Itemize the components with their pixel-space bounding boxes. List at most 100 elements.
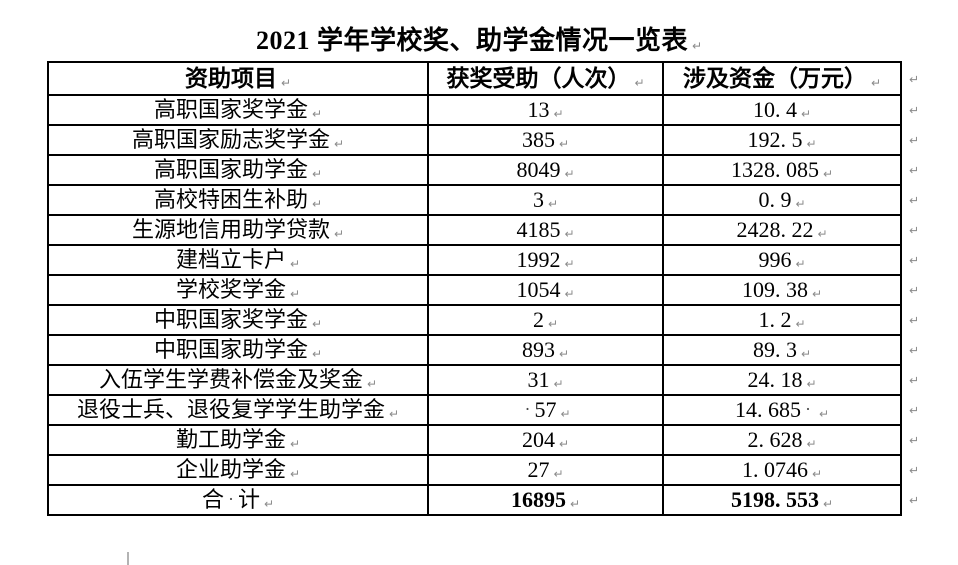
table-cell[interactable]: 高职国家助学金 ↵: [47, 154, 429, 186]
cell-end-mark-icon: ↵: [634, 75, 645, 90]
cell-end-mark-icon: ↵: [564, 286, 575, 301]
cell-text: 0. 9: [758, 186, 792, 212]
space-mark-icon: ·: [227, 488, 234, 509]
cell-text: 385: [521, 126, 555, 152]
cell-end-mark-icon: ↵: [806, 376, 817, 391]
table-cell[interactable]: 1992 ↵: [427, 244, 664, 276]
cell-content: 高职国家励志奖学金 ↵: [132, 127, 344, 153]
cell-text: 10. 4: [752, 96, 797, 122]
table-cell[interactable]: 2428. 22 ↵ ↵: [662, 214, 919, 246]
table-cell[interactable]: 学校奖学金 ↵: [47, 274, 429, 306]
table-cell[interactable]: 1. 0746 ↵ ↵: [662, 454, 919, 486]
row-end-mark-icon: ↵: [908, 163, 919, 178]
table-cell[interactable]: 入伍学生学费补偿金及奖金 ↵: [47, 364, 429, 396]
cell-content: 建档立卡户 ↵: [176, 247, 300, 273]
table-cell[interactable]: 2 ↵: [427, 304, 664, 336]
cell-end-mark-icon: ↵: [795, 316, 806, 331]
cell-end-mark-icon: ↵: [811, 286, 823, 301]
table-cell[interactable]: 10. 4 ↵ ↵: [662, 94, 919, 126]
cell-end-mark-icon: ↵: [547, 316, 559, 331]
cell-text: 5198. 553: [730, 486, 819, 512]
table-cell[interactable]: 109. 38 ↵ ↵: [662, 274, 919, 306]
cell-end-mark-icon: ↵: [795, 256, 806, 271]
table-cell[interactable]: 204 ↵: [427, 424, 664, 456]
table-cell[interactable]: 高职国家励志奖学金 ↵: [47, 124, 429, 156]
cell-end-mark-icon: ↵: [311, 106, 323, 121]
cell-content: 1992 ↵: [516, 247, 574, 273]
cell-content: 192. 5 ↵: [747, 127, 816, 153]
cell-content: 学校奖学金 ↵: [176, 277, 300, 303]
cell-text: 勤工助学金: [175, 426, 286, 452]
table-cell[interactable]: 1. 2 ↵ ↵: [662, 304, 919, 336]
cell-end-mark-icon: ↵: [553, 466, 564, 481]
table-cell[interactable]: 996 ↵ ↵: [662, 244, 919, 276]
table-cell[interactable]: 企业助学金 ↵: [47, 454, 429, 486]
table-cell[interactable]: 建档立卡户 ↵: [47, 244, 429, 276]
cell-end-mark-icon: ↵: [822, 166, 834, 181]
cell-text: 13: [527, 96, 550, 122]
table-cell[interactable]: · 57 ↵: [427, 394, 664, 426]
table-cell[interactable]: 高职国家奖学金 ↵: [47, 94, 429, 126]
table-cell[interactable]: 8049 ↵: [427, 154, 664, 186]
row-end-mark-icon: ↵: [908, 223, 919, 238]
cell-end-mark-icon: ↵: [388, 406, 400, 421]
table-cell[interactable]: 3 ↵: [427, 184, 664, 216]
column-header-funds[interactable]: 涉及资金（万元） ↵ ↵: [662, 61, 919, 96]
table-cell[interactable]: 13 ↵: [427, 94, 664, 126]
cell-text: 中职国家奖学金: [153, 306, 308, 332]
cell-content: 入伍学生学费补偿金及奖金 ↵: [99, 367, 377, 393]
table-cell[interactable]: 385 ↵: [427, 124, 664, 156]
cell-end-mark-icon: ↵: [569, 496, 581, 511]
cell-content: 8049 ↵: [516, 157, 574, 183]
table-cell[interactable]: 5198. 553 ↵ ↵: [662, 484, 919, 516]
cell-text: 3: [532, 186, 544, 212]
table-cell[interactable]: 中职国家奖学金 ↵: [47, 304, 429, 336]
table-row: 企业助学金 ↵ 27 ↵ 1. 0746 ↵ ↵: [47, 454, 919, 486]
table-cell[interactable]: 合 · 计 ↵: [47, 484, 429, 516]
table-cell[interactable]: 24. 18 ↵ ↵: [662, 364, 919, 396]
cell-end-mark-icon: ↵: [800, 346, 812, 361]
column-header-project[interactable]: 资助项目 ↵: [47, 61, 429, 96]
table-cell[interactable]: 高校特困生补助 ↵: [47, 184, 429, 216]
table-cell[interactable]: 1054 ↵: [427, 274, 664, 306]
column-header-recipients[interactable]: 获奖受助（人次） ↵: [427, 61, 664, 96]
table-row: 高职国家奖学金 ↵ 13 ↵ 10. 4 ↵ ↵: [47, 94, 919, 126]
table-row: 高职国家励志奖学金 ↵ 385 ↵ 192. 5 ↵ ↵: [47, 124, 919, 156]
table-body: 高职国家奖学金 ↵ 13 ↵ 10. 4 ↵ ↵ 高职国家励志奖学金 ↵ 385 ↵ 192. 5 ↵ ↵…: [47, 94, 919, 516]
cell-text: 学校奖学金: [175, 276, 286, 302]
cell-end-mark-icon: ↵: [564, 256, 575, 271]
table-cell[interactable]: 生源地信用助学贷款 ↵: [47, 214, 429, 246]
cell-content: 31 ↵: [527, 367, 563, 393]
cell-content: 3 ↵: [533, 187, 558, 213]
table-cell[interactable]: 16895 ↵: [427, 484, 664, 516]
cell-content: 企业助学金 ↵: [176, 457, 300, 483]
table-cell[interactable]: 14. 685 · ↵ ↵: [662, 394, 919, 426]
cell-text: 生源地信用助学贷款: [131, 216, 330, 242]
table-cell[interactable]: 192. 5 ↵ ↵: [662, 124, 919, 156]
table-row: 中职国家助学金 ↵ 893 ↵ 89. 3 ↵ ↵: [47, 334, 919, 366]
cell-end-mark-icon: ↵: [289, 466, 301, 481]
cell-content: 1. 0746 ↵: [742, 457, 822, 483]
cell-text: 建档立卡户: [175, 246, 286, 272]
table-cell[interactable]: 中职国家助学金 ↵: [47, 334, 429, 366]
cell-content: 中职国家奖学金 ↵: [154, 307, 322, 333]
table-cell[interactable]: 4185 ↵: [427, 214, 664, 246]
table-cell[interactable]: 89. 3 ↵ ↵: [662, 334, 919, 366]
cell-end-mark-icon: ↵: [553, 106, 564, 121]
cell-content: 109. 38 ↵: [742, 277, 822, 303]
cell-end-mark-icon: ↵: [560, 406, 571, 421]
table-cell[interactable]: 退役士兵、退役复学学生助学金 ↵: [47, 394, 429, 426]
cell-text: 1054: [516, 276, 561, 302]
table-cell[interactable]: 2. 628 ↵ ↵: [662, 424, 919, 456]
table-cell[interactable]: 27 ↵: [427, 454, 664, 486]
table-cell[interactable]: 893 ↵: [427, 334, 664, 366]
table-cell[interactable]: 31 ↵: [427, 364, 664, 396]
cell-end-mark-icon: ↵: [311, 346, 323, 361]
table-cell[interactable]: 0. 9 ↵ ↵: [662, 184, 919, 216]
row-end-mark-icon: ↵: [908, 283, 919, 298]
table-cell[interactable]: 1328. 085 ↵ ↵: [662, 154, 919, 186]
cell-text: 27: [527, 456, 550, 482]
table-cell[interactable]: 勤工助学金 ↵: [47, 424, 429, 456]
cell-text: 2428. 22: [736, 216, 814, 242]
